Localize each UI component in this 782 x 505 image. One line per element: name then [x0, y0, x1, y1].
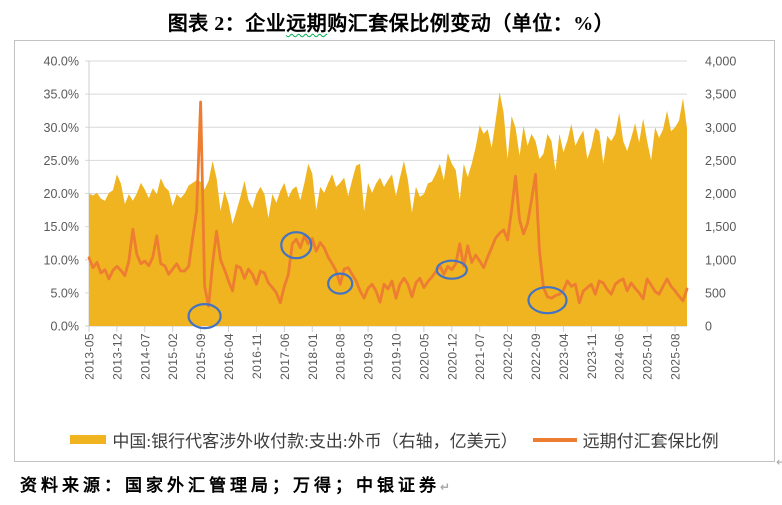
svg-text:4,000: 4,000	[705, 55, 736, 69]
svg-text:2015-09: 2015-09	[194, 333, 208, 380]
svg-text:2024-06: 2024-06	[613, 333, 627, 380]
annotation-ellipse-2[interactable]	[280, 231, 313, 260]
svg-text:1,000: 1,000	[705, 253, 736, 267]
svg-text:10.0%: 10.0%	[44, 253, 79, 267]
line-swatch-icon	[532, 437, 577, 442]
svg-text:2019-03: 2019-03	[362, 333, 376, 380]
annotation-ellipse-1[interactable]	[187, 303, 222, 330]
source-text: 资料来源：国家外汇管理局；万得；中银证券	[20, 476, 440, 495]
svg-text:2,000: 2,000	[705, 187, 736, 201]
svg-text:500: 500	[705, 286, 726, 300]
svg-text:15.0%: 15.0%	[44, 220, 79, 234]
svg-text:2022-09: 2022-09	[529, 333, 543, 380]
svg-text:35.0%: 35.0%	[44, 88, 79, 102]
source-note: 资料来源：国家外汇管理局；万得；中银证券↵	[20, 471, 454, 496]
svg-text:30.0%: 30.0%	[44, 121, 79, 135]
svg-text:2021-07: 2021-07	[473, 333, 487, 380]
svg-text:0.0%: 0.0%	[51, 320, 80, 334]
legend-item-area[interactable]: 中国:银行代客涉外收付款:支出:外币（右轴，亿美元）	[70, 427, 518, 452]
svg-text:2020-12: 2020-12	[445, 333, 459, 380]
legend-area-label: 中国:银行代客涉外收付款:支出:外币（右轴，亿美元）	[112, 432, 518, 451]
chart-title-post: 购汇套保比例变动（单位：%）	[327, 13, 615, 35]
svg-text:2019-10: 2019-10	[389, 333, 403, 380]
y-axis-right-labels: 4,000 3,500 3,000 2,500 2,000 1,500 1,000 500 0	[705, 55, 736, 334]
svg-text:0: 0	[705, 320, 712, 334]
svg-text:5.0%: 5.0%	[51, 286, 80, 300]
annotation-ellipse-3[interactable]	[327, 272, 354, 295]
y-axis-left-labels: 40.0% 35.0% 30.0% 25.0% 20.0% 15.0% 10.0% 5.0% 0…	[44, 55, 79, 334]
svg-text:2016-11: 2016-11	[250, 333, 264, 379]
chart-frame[interactable]: 2013-05 2013-12 2014-07 2015-02 2015-09 2016-…	[14, 40, 775, 462]
svg-text:2018-01: 2018-01	[306, 333, 320, 380]
annotation-ellipse-5[interactable]	[527, 286, 568, 315]
svg-text:2,500: 2,500	[705, 154, 736, 168]
line-series[interactable]	[87, 100, 689, 308]
chart-canvas: 2013-05 2013-12 2014-07 2015-02 2015-09 2016-…	[44, 55, 737, 380]
x-axis-labels: 2013-05 2013-12 2014-07 2015-02 2015-09 2016-…	[83, 326, 683, 380]
spellcheck-squiggle: 远期	[286, 13, 328, 35]
svg-text:2022-02: 2022-02	[501, 333, 515, 380]
chart-title: 图表 2：企业远期购汇套保比例变动（单位：%）	[0, 7, 782, 36]
svg-text:2018-08: 2018-08	[334, 333, 348, 380]
paragraph-mark-icon: ↵	[776, 455, 782, 469]
svg-text:2025-01: 2025-01	[641, 333, 655, 380]
chart-title-pre: 图表 2：企业	[167, 13, 287, 35]
svg-text:20.0%: 20.0%	[44, 187, 79, 201]
svg-text:2013-05: 2013-05	[83, 333, 97, 380]
svg-text:2014-07: 2014-07	[138, 333, 152, 380]
svg-text:2013-12: 2013-12	[110, 333, 124, 380]
legend: 中国:银行代客涉外收付款:支出:外币（右轴，亿美元） 远期付汇套保比例	[15, 427, 774, 452]
svg-text:2017-06: 2017-06	[278, 333, 292, 380]
legend-line-label: 远期付汇套保比例	[582, 432, 719, 451]
svg-text:2023-04: 2023-04	[557, 333, 571, 380]
area-swatch-icon	[70, 435, 107, 444]
paragraph-mark-icon: ↵	[440, 480, 455, 494]
svg-text:1,500: 1,500	[705, 220, 736, 234]
svg-text:2015-02: 2015-02	[166, 333, 180, 380]
svg-text:3,500: 3,500	[705, 88, 736, 102]
svg-text:2016-04: 2016-04	[222, 333, 236, 380]
annotation-ellipse-4[interactable]	[435, 259, 468, 280]
svg-text:25.0%: 25.0%	[44, 154, 79, 168]
svg-text:3,000: 3,000	[705, 121, 736, 135]
svg-text:2025-08: 2025-08	[669, 333, 683, 380]
svg-text:40.0%: 40.0%	[44, 55, 79, 69]
legend-item-line[interactable]: 远期付汇套保比例	[532, 427, 719, 452]
svg-text:2020-05: 2020-05	[417, 333, 431, 380]
svg-text:2023-11: 2023-11	[585, 333, 599, 379]
